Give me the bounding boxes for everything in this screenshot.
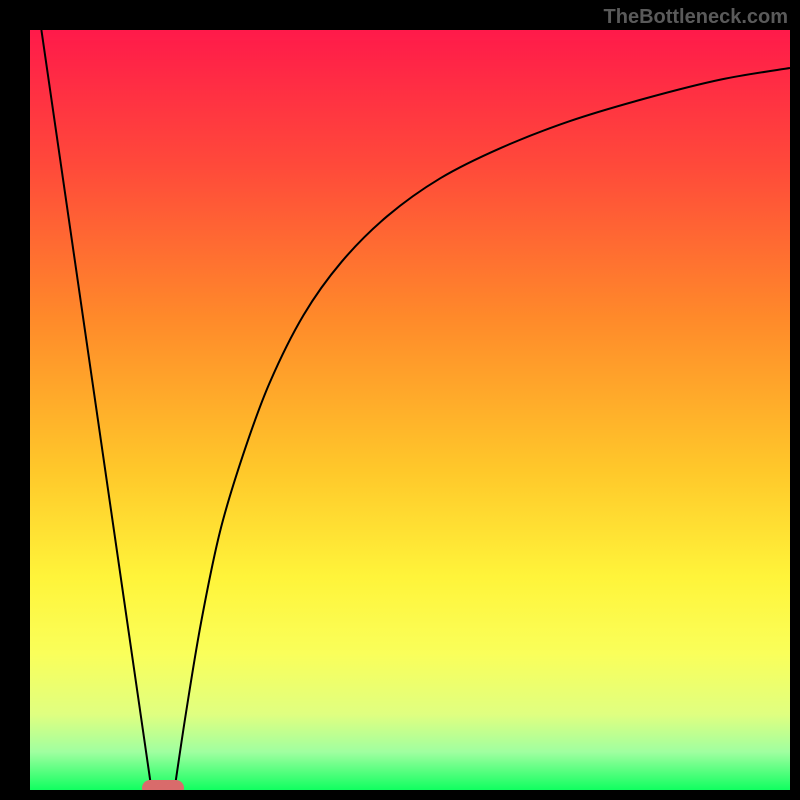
curve-left-segment [41, 30, 151, 790]
curve-right-segment [174, 68, 790, 790]
chart-plot-area [30, 30, 790, 790]
optimal-range-marker [142, 780, 184, 790]
curve-layer [30, 30, 790, 790]
watermark-text: TheBottleneck.com [604, 6, 788, 29]
